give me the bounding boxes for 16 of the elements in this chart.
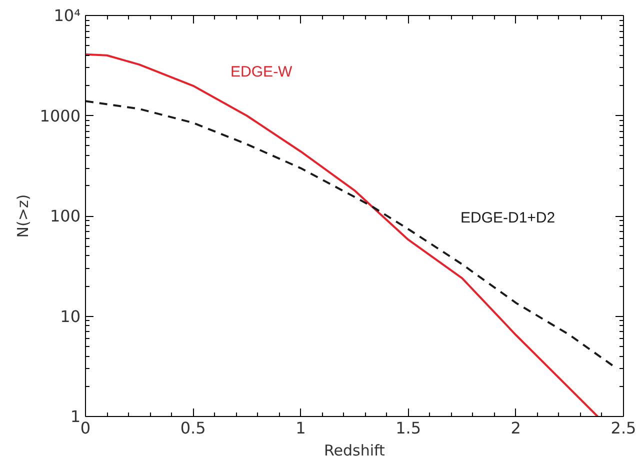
- y-tick-label: 1: [70, 407, 81, 426]
- x-tick-label: 1.5: [396, 418, 422, 438]
- text: EDGE-D1+D2: [460, 209, 556, 226]
- x-tick-label: 2: [510, 418, 521, 438]
- y-tick-label: 10⁴: [54, 6, 81, 25]
- y-tick-label: 10: [60, 306, 80, 326]
- x-tick-label: 1: [296, 418, 306, 438]
- x-tick-label: 0: [80, 418, 91, 438]
- y-tick-label: 1000: [40, 106, 80, 126]
- x-tick-label: 2.5: [610, 418, 636, 438]
- x-axis-title: Redshift: [324, 442, 386, 460]
- x-tick-label: 0.5: [180, 418, 206, 438]
- series-label: EDGE-W: [230, 64, 292, 81]
- line-series: [86, 53, 599, 416]
- y-axis-title: N(>z): [14, 194, 32, 238]
- y-tick-label: 100: [50, 206, 81, 226]
